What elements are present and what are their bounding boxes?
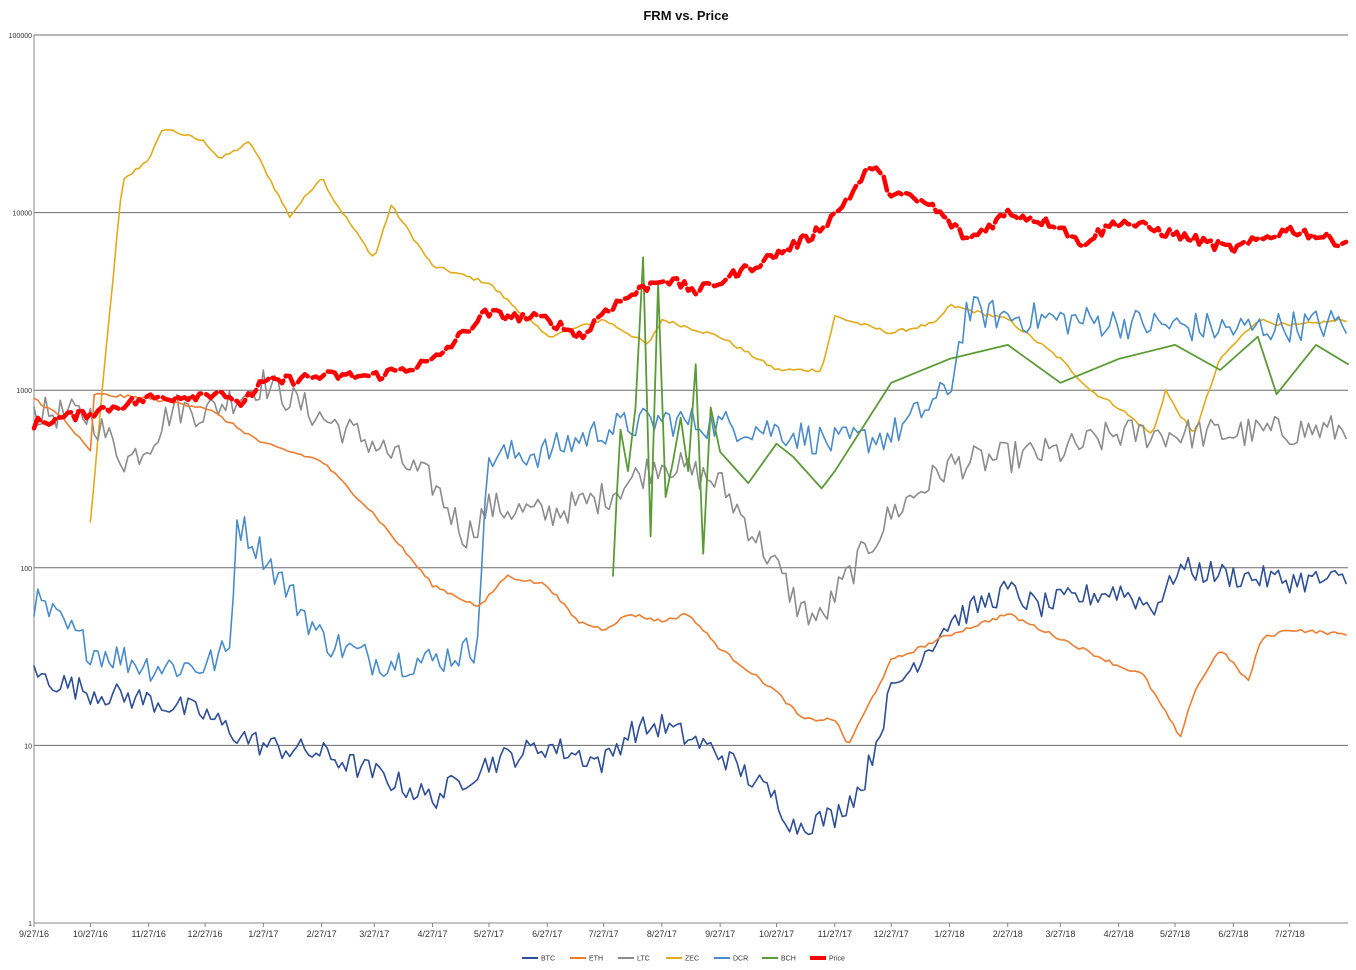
x-tick-label: 12/27/17 (874, 929, 909, 939)
x-tick-label: 2/27/17 (307, 929, 337, 939)
x-tick-label: 6/27/18 (1218, 929, 1248, 939)
y-tick-label: 10000 (13, 211, 33, 218)
x-tick-label: 2/27/18 (993, 929, 1023, 939)
y-tick-label: 100000 (9, 33, 32, 40)
legend-label-zec: ZEC (685, 956, 699, 963)
series-line-bch (612, 256, 1349, 577)
legend-label-dcr: DCR (733, 956, 748, 963)
x-tick-label: 12/27/16 (188, 929, 223, 939)
y-tick-labels: 1 10 100 1000 10000 100000 (9, 33, 32, 928)
x-tick-label: 4/27/18 (1104, 929, 1134, 939)
x-tick-label: 8/27/17 (647, 929, 677, 939)
x-tick-label: 10/27/17 (759, 929, 794, 939)
legend-label-bch: BCH (781, 956, 796, 963)
x-tick-label: 3/27/17 (359, 929, 389, 939)
x-tick-label: 1/27/18 (934, 929, 964, 939)
series-line-btc (33, 556, 1347, 836)
legend-label-btc: BTC (541, 956, 555, 963)
x-tick-label: 11/27/17 (818, 929, 852, 939)
x-tick-label: 10/27/16 (73, 929, 108, 939)
x-tick-label: 1/27/17 (248, 929, 278, 939)
legend: BTC ETH LTC ZEC DCR BCH Price (522, 956, 845, 963)
y-tick-label: 10 (24, 743, 32, 750)
series-line-eth (33, 392, 1347, 744)
x-tick-label: 11/27/16 (131, 929, 165, 939)
x-tick-label: 7/27/18 (1275, 929, 1305, 939)
y-tick-label: 100 (20, 566, 32, 573)
x-tick-labels: 9/27/16 10/27/16 11/27/16 12/27/16 1/27/17 2/… (19, 929, 1305, 939)
axes (33, 35, 1348, 927)
x-tick-label: 6/27/17 (532, 929, 562, 939)
x-tick-label: 9/27/16 (19, 929, 49, 939)
x-tick-label: 4/27/17 (418, 929, 448, 939)
x-tick-label: 5/27/17 (474, 929, 504, 939)
y-tick-label: 1000 (16, 388, 32, 395)
series-line-dcr (33, 296, 1347, 682)
legend-label-ltc: LTC (637, 956, 650, 963)
y-tick-label: 1 (28, 921, 32, 928)
chart-title: FRM vs. Price (643, 8, 728, 23)
series-line-price (31, 165, 1349, 431)
x-tick-label: 5/27/18 (1160, 929, 1190, 939)
x-tick-label: 7/27/17 (589, 929, 619, 939)
series-line-zec (89, 129, 1347, 523)
x-tick-label: 3/27/18 (1045, 929, 1075, 939)
x-tick-label: 9/27/17 (705, 929, 735, 939)
legend-label-eth: ETH (589, 956, 603, 963)
series-lines (31, 129, 1349, 836)
legend-label-price: Price (829, 956, 845, 963)
